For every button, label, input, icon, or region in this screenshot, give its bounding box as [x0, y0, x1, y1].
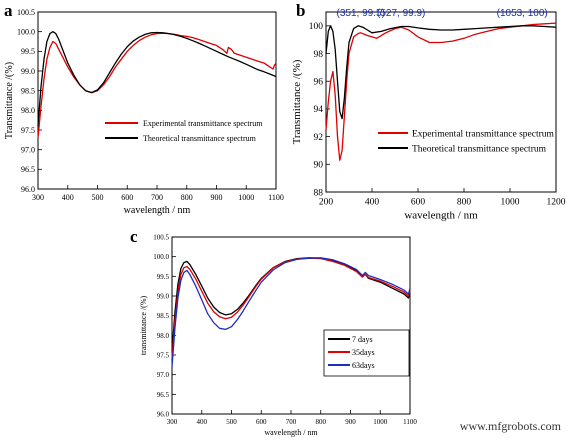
chart-panel-a: 300 400 500 600 700 800 900 1000 1100 96.0 96.5 97.… — [4, 8, 284, 216]
x-tick-label-b: 600 — [411, 198, 426, 208]
x-tick-label-b: 1200 — [547, 198, 566, 208]
x-tick-label-c: 400 — [197, 418, 208, 426]
legend-label-c: 7 days — [352, 335, 373, 344]
x-axis-label-b: wavelength / nm — [404, 210, 478, 222]
series-line-a-1 — [37, 32, 277, 138]
x-tick-label-a: 400 — [62, 193, 74, 202]
x-tick-label-c: 800 — [316, 418, 327, 426]
x-tick-label-c: 1000 — [373, 418, 388, 426]
y-tick-label-a: 100.0 — [17, 27, 35, 36]
y-tick-label-c: 98.0 — [157, 332, 170, 340]
x-tick-label-a: 700 — [151, 193, 163, 202]
x-tick-label-a: 800 — [181, 193, 193, 202]
plot-frame-b — [325, 11, 557, 193]
y-axis-label-b: Transmittance /(%) — [291, 59, 303, 144]
annotation-label-b: (351, 99.5) — [337, 8, 385, 19]
x-tick-label-c: 300 — [167, 418, 178, 426]
panel-letter-a: a — [4, 1, 13, 20]
x-tick-label-a: 500 — [92, 193, 104, 202]
x-axis-label-c: wavelength / nm — [264, 428, 318, 437]
x-tick-label-a: 1000 — [238, 193, 254, 202]
y-tick-label-b: 100 — [309, 22, 324, 32]
y-tick-label-b: 88 — [314, 188, 324, 198]
legend-label-a: Experimental transmittance spectrum — [143, 119, 263, 128]
x-tick-label-b: 200 — [319, 198, 334, 208]
y-tick-label-c: 96.5 — [157, 391, 170, 399]
y-tick-label-c: 96.0 — [157, 410, 170, 418]
x-tick-label-a: 300 — [32, 193, 44, 202]
x-tick-label-b: 400 — [365, 198, 380, 208]
y-tick-label-b: 96 — [314, 78, 324, 88]
y-tick-label-c: 98.5 — [157, 312, 170, 320]
x-tick-label-a: 1100 — [268, 193, 284, 202]
legend-label-b: Experimental transmittance spectrum — [412, 129, 555, 139]
x-tick-label-a: 900 — [211, 193, 223, 202]
y-tick-label-b: 90 — [314, 161, 324, 171]
y-axis-label-c: transmittance /(%) — [139, 296, 148, 356]
y-tick-label-a: 96.0 — [21, 185, 35, 194]
annotation-label-b: (1053, 100) — [497, 8, 548, 19]
x-tick-label-c: 700 — [286, 418, 297, 426]
panel-letter-b: b — [296, 1, 305, 20]
legend-label-b: Theoretical transmittance spectrum — [412, 144, 547, 154]
series-line-c-2 — [171, 257, 411, 359]
plot-frame-c — [171, 236, 411, 415]
plot-frame-a — [37, 11, 277, 190]
y-axis-label-a: Transmittance /(%) — [4, 62, 15, 139]
y-tick-label-a: 99.5 — [21, 47, 35, 56]
y-tick-label-c: 99.5 — [157, 273, 170, 281]
series-line-c-3 — [171, 257, 411, 367]
y-tick-label-a: 99.0 — [21, 67, 35, 76]
series-line-a-2 — [37, 31, 277, 127]
y-tick-label-a: 97.0 — [21, 145, 35, 154]
legend-label-a: Theoretical transmittance spectrum — [143, 134, 257, 143]
legend-label-c: 63days — [352, 361, 375, 370]
y-tick-label-a: 98.0 — [21, 106, 35, 115]
chart-panel-c: 300 400 500 600 700 800 900 1000 1100 96.0 96.5 97.… — [139, 233, 417, 437]
y-tick-label-a: 100.5 — [17, 8, 35, 17]
x-axis-label-a: wavelength / nm — [124, 205, 191, 216]
y-tick-label-c: 99.0 — [157, 292, 170, 300]
series-line-b-1 — [325, 22, 557, 161]
x-tick-label-c: 600 — [256, 418, 267, 426]
y-tick-label-b: 94 — [314, 105, 324, 115]
x-tick-label-c: 900 — [345, 418, 356, 426]
watermark-text: www.mfgrobots.com — [459, 419, 561, 433]
y-tick-label-c: 100.0 — [153, 253, 169, 261]
y-tick-label-c: 97.5 — [157, 351, 170, 359]
x-tick-label-b: 800 — [457, 198, 472, 208]
x-tick-label-c: 1100 — [403, 418, 417, 426]
x-tick-label-a: 600 — [121, 193, 133, 202]
y-tick-label-a: 97.5 — [21, 126, 35, 135]
annotation-label-b: (527, 99.9) — [377, 8, 425, 19]
chart-panel-b: 200 400 600 800 1000 1200 88 90 92 94 96 98 100 wavel… — [291, 8, 566, 221]
panel-letter-c: c — [130, 227, 138, 246]
x-tick-label-b: 1000 — [501, 198, 520, 208]
y-tick-label-c: 100.5 — [153, 233, 169, 241]
series-line-b-2 — [325, 25, 557, 120]
y-tick-label-a: 98.5 — [21, 86, 35, 95]
y-tick-label-c: 97.0 — [157, 371, 170, 379]
y-tick-label-a: 96.5 — [21, 165, 35, 174]
legend-label-c: 35days — [352, 348, 375, 357]
y-tick-label-b: 92 — [314, 133, 324, 143]
y-tick-label-b: 98 — [314, 50, 324, 60]
x-tick-label-c: 500 — [226, 418, 237, 426]
